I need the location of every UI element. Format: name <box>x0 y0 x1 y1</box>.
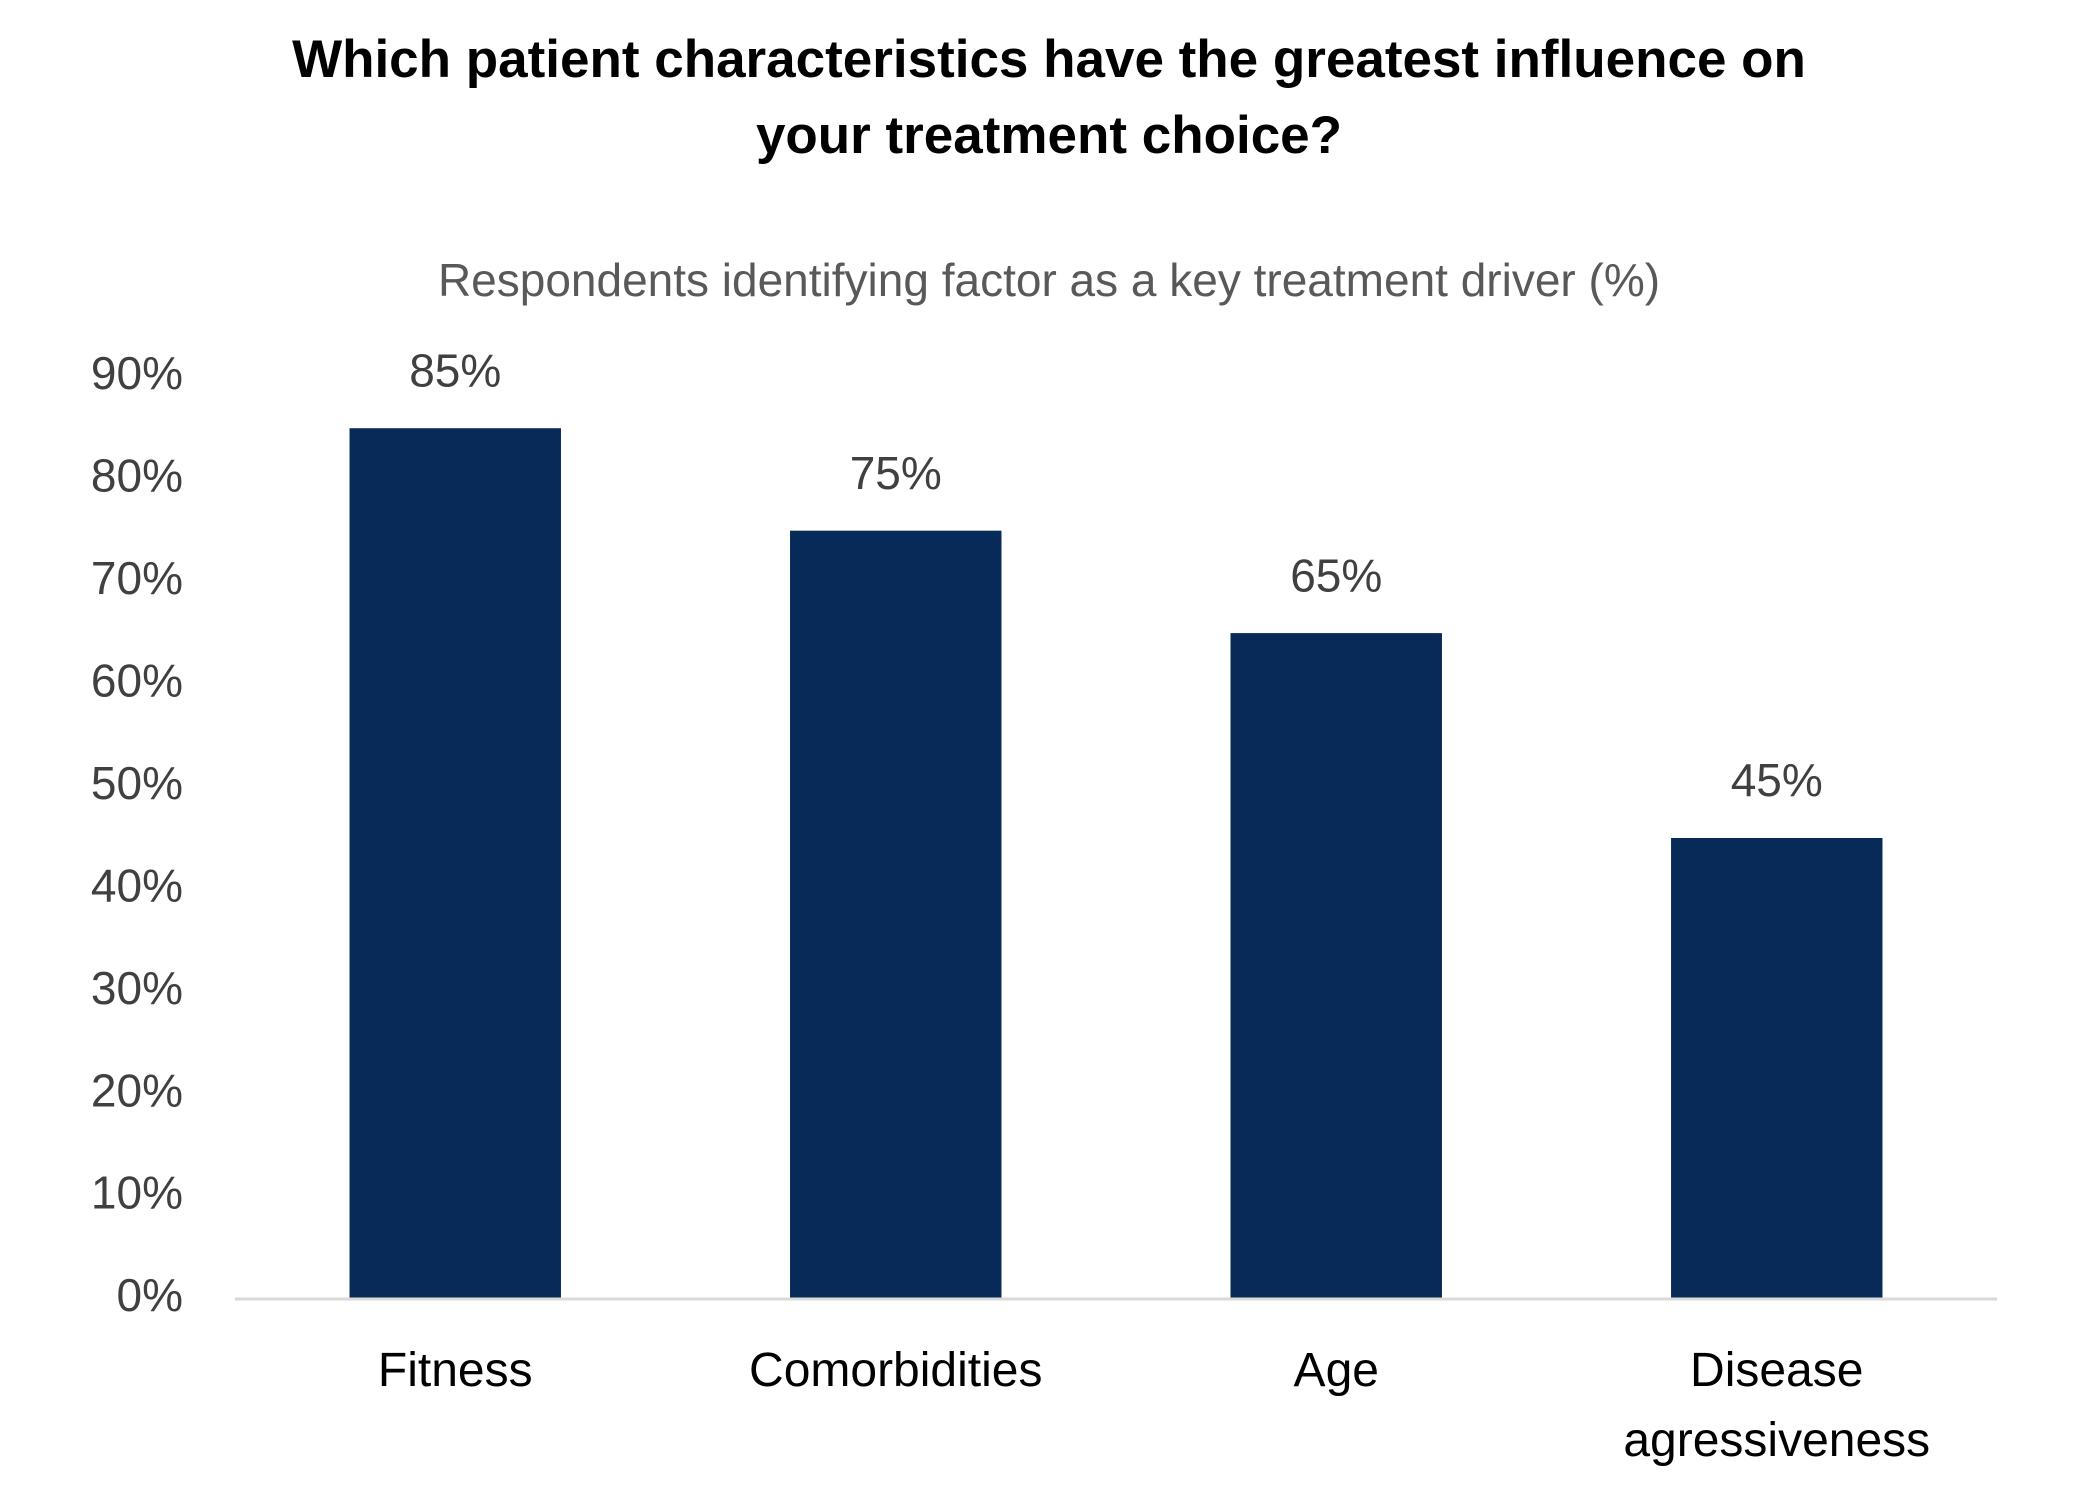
y-tick-label: 0% <box>117 1269 183 1321</box>
bar <box>1671 838 1883 1299</box>
bar <box>790 530 1002 1299</box>
y-tick-label: 30% <box>91 962 183 1014</box>
x-tick-label: Fitness <box>377 1344 533 1397</box>
value-label: 85% <box>409 344 501 396</box>
bar <box>349 428 561 1299</box>
y-tick-label: 40% <box>91 859 183 911</box>
y-tick-label: 20% <box>91 1064 183 1116</box>
chart-title: your treatment choice? <box>756 106 1342 165</box>
y-tick-label: 10% <box>91 1167 183 1219</box>
chart-subtitle: Respondents identifying factor as a key … <box>438 254 1660 306</box>
y-tick-label: 90% <box>91 347 183 399</box>
value-label: 75% <box>850 447 942 499</box>
x-tick-label: Disease agressiveness <box>1623 1344 1931 1467</box>
y-tick-label: 80% <box>91 450 183 502</box>
chart-title: Which patient characteristics have the g… <box>292 30 1806 89</box>
y-tick-label: 70% <box>91 552 183 604</box>
x-tick-label: Age <box>1293 1344 1379 1397</box>
y-tick-label: 50% <box>91 757 183 809</box>
y-tick-label: 60% <box>91 654 183 706</box>
value-label: 45% <box>1731 754 1823 806</box>
bar <box>1230 633 1442 1299</box>
value-label: 65% <box>1290 549 1382 601</box>
x-tick-label: Comorbidities <box>749 1344 1043 1397</box>
